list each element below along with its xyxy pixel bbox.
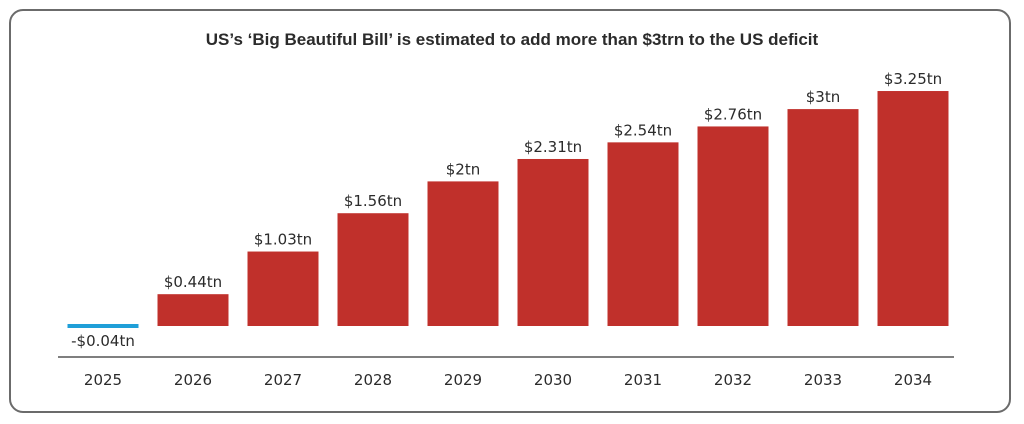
bar-2032	[697, 126, 769, 327]
value-labels-group: -$0.04tn $0.44tn $1.03tn $1.56tn $2tn $2.31tn…	[71, 70, 942, 350]
x-tick-label-2030: 2030	[534, 371, 572, 389]
value-label-2029: $2tn	[446, 160, 480, 178]
value-label-2033: $3tn	[806, 88, 840, 106]
bar-2026	[157, 294, 229, 326]
value-label-2028: $1.56tn	[344, 192, 402, 210]
x-tick-label-2033: 2033	[804, 371, 842, 389]
value-label-2031: $2.54tn	[614, 121, 672, 139]
bar-2027	[247, 251, 319, 326]
chart-title: US’s ‘Big Beautiful Bill’ is estimated t…	[205, 30, 819, 49]
value-label-2025: -$0.04tn	[71, 332, 135, 350]
value-label-2034: $3.25tn	[884, 70, 942, 88]
bar-2029	[427, 181, 499, 326]
value-label-2032: $2.76tn	[704, 105, 762, 123]
x-tick-labels-group: 2025 2026 2027 2028 2029 2030 2031 2032 2033 2034	[84, 371, 932, 389]
value-label-2027: $1.03tn	[254, 231, 312, 249]
bar-2030	[517, 158, 589, 326]
x-tick-label-2034: 2034	[894, 371, 932, 389]
x-tick-label-2032: 2032	[714, 371, 752, 389]
x-tick-label-2026: 2026	[174, 371, 212, 389]
bar-2034	[877, 91, 949, 327]
value-label-2026: $0.44tn	[164, 273, 222, 291]
x-tick-label-2025: 2025	[84, 371, 122, 389]
x-tick-label-2029: 2029	[444, 371, 482, 389]
x-tick-label-2027: 2027	[264, 371, 302, 389]
bar-2033	[787, 109, 859, 326]
bars-group	[67, 91, 949, 328]
value-label-2030: $2.31tn	[524, 138, 582, 156]
x-tick-label-2028: 2028	[354, 371, 392, 389]
bar-2025	[67, 324, 139, 328]
bar-2028	[337, 213, 409, 326]
bar-2031	[607, 142, 679, 326]
x-tick-label-2031: 2031	[624, 371, 662, 389]
